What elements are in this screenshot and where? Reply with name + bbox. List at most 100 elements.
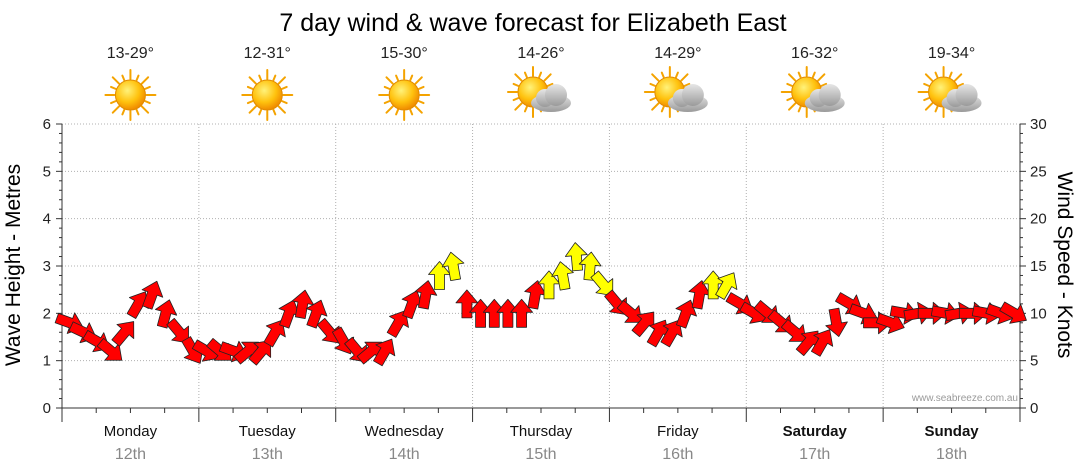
sun-disc	[114, 79, 146, 111]
sun-ray	[111, 105, 121, 114]
sun-ray	[246, 85, 254, 90]
wind-arrow	[590, 270, 614, 297]
sun-ray	[144, 85, 151, 90]
sun-ray	[948, 71, 953, 79]
temperature-label: 15-30°	[380, 45, 427, 62]
temperature-label: 12-31°	[244, 45, 291, 62]
wind-arrow-shape	[482, 298, 506, 328]
sun-ray	[272, 108, 277, 116]
sun-disc	[251, 79, 283, 111]
wind-arrow	[551, 261, 574, 291]
sun-ray	[817, 73, 826, 82]
sun-ray	[953, 73, 963, 82]
wind-arrow	[263, 319, 286, 348]
wind-arrow	[316, 317, 340, 344]
wind-arrow-shape	[551, 261, 574, 291]
partly-cloudy-icon	[780, 66, 845, 118]
sun-ray	[514, 73, 523, 82]
sun-icon	[104, 69, 157, 121]
wind-arrow-shape	[510, 298, 533, 328]
sun-ray	[248, 105, 257, 114]
day-name-label: Wednesday	[365, 423, 444, 440]
sun-ray	[788, 73, 797, 82]
wind-arrows	[54, 242, 1027, 367]
wind-arrow-shape	[616, 300, 643, 323]
sun-ray	[820, 82, 828, 87]
sun-ray	[277, 105, 286, 114]
sun-ray	[395, 74, 400, 82]
wind-arrow-shape	[141, 280, 164, 310]
y-left-tick-label: 0	[43, 400, 51, 417]
cloud	[941, 84, 982, 112]
wind-arrow	[373, 338, 396, 367]
wind-arrow	[510, 298, 533, 328]
sun-ray	[923, 97, 930, 102]
wind-arrow-shape	[441, 251, 465, 282]
y-left-tick-label: 3	[43, 258, 51, 275]
wind-arrow-shape	[305, 299, 328, 329]
sun-ray	[121, 108, 126, 116]
sun-ray	[135, 74, 140, 82]
sun-ray	[140, 105, 150, 114]
day-name-label: Sunday	[924, 423, 979, 440]
sun-ray	[957, 82, 964, 87]
y-right-tick-label: 15	[1030, 258, 1047, 275]
y-left-tick-label: 4	[43, 211, 51, 228]
wind-arrow	[999, 301, 1027, 324]
credit-text: www.seabreeze.com.au	[911, 393, 1018, 404]
sun-ray	[651, 102, 660, 111]
weather-row: 13-29° 12-31° 15-30° 14-26° 14-29° 16-32° 19-3…	[104, 45, 982, 121]
sun-ray	[649, 97, 657, 102]
wind-arrow	[780, 319, 807, 342]
sun-ray	[786, 82, 793, 87]
wind-arrow	[810, 329, 834, 357]
sun-ray	[786, 97, 793, 102]
sun-ray	[281, 85, 288, 90]
sun-ray	[543, 73, 552, 82]
wind-arrow-shape	[263, 319, 286, 348]
day-date-label: 12th	[115, 446, 146, 463]
sun-ray	[383, 100, 391, 105]
sun-ray	[651, 73, 660, 82]
axes: 0 1 2 3 4 5 6 0 5 10 15 20 25 30	[43, 116, 1047, 422]
day-name-label: Monday	[104, 423, 158, 440]
wind-arrow	[455, 289, 479, 319]
sun-ray	[111, 76, 121, 85]
wind-arrow	[616, 300, 643, 323]
sun-ray	[523, 71, 528, 79]
chart-title: 7 day wind & wave forecast for Elizabeth…	[279, 9, 786, 37]
sun-ray	[538, 71, 543, 79]
cloud-puff	[545, 84, 567, 106]
day-date-label: 16th	[662, 446, 693, 463]
y-right-tick-label: 20	[1030, 211, 1047, 228]
sun-ray	[110, 85, 117, 90]
sun-ray	[135, 108, 140, 116]
day-date-label: 17th	[799, 446, 830, 463]
day-name-label: Thursday	[510, 423, 573, 440]
wind-arrow	[248, 340, 272, 366]
sun-ray	[512, 82, 520, 87]
sun-ray	[258, 108, 263, 116]
sun-ray	[660, 105, 665, 113]
sun-ray	[409, 74, 414, 82]
sun-ray	[414, 105, 423, 114]
cloud-puff	[818, 84, 841, 106]
wind-arrow	[141, 280, 164, 310]
wind-arrow-shape	[780, 319, 807, 342]
y-right-tick-label: 10	[1030, 305, 1047, 322]
wind-arrow-shape	[373, 338, 396, 367]
partly-cloudy-icon	[643, 66, 708, 118]
partly-cloudy-icon	[917, 66, 982, 118]
wind-arrow-shape	[316, 317, 340, 344]
sun-ray	[788, 102, 797, 111]
sun-ray	[417, 85, 425, 90]
y-left-axis-title: Wave Height - Metres	[2, 164, 25, 366]
sun-ray	[414, 76, 423, 85]
wind-arrow-shape	[111, 321, 135, 347]
y-left-tick-label: 5	[43, 163, 51, 180]
y-left-tick-label: 6	[43, 116, 51, 133]
wind-arrow-shape	[455, 289, 479, 319]
wind-arrow	[825, 307, 848, 337]
partly-cloudy-icon	[507, 66, 571, 118]
